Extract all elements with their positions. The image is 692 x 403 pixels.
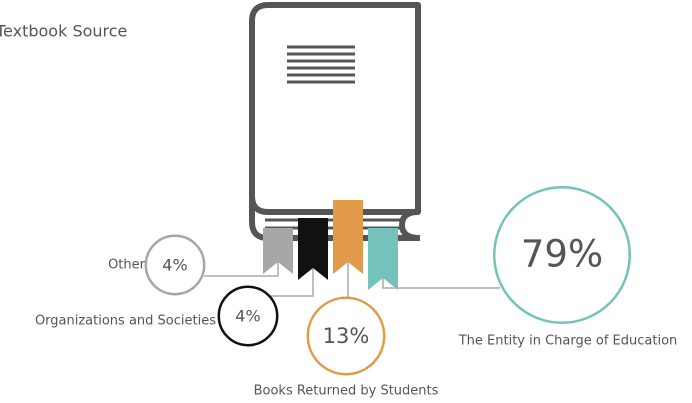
category-label: Organizations and Societies (35, 314, 216, 329)
chart-title: Textbook Source (0, 22, 127, 41)
bubble (306, 296, 386, 376)
category-label: Books Returned by Students (254, 384, 439, 399)
category-label: The Entity in Charge of Education (458, 334, 678, 349)
category-label: Other (108, 258, 146, 273)
bubble (144, 234, 206, 296)
bookmark (368, 228, 398, 290)
bookmark (263, 228, 293, 274)
value-label: 4% (162, 256, 187, 275)
connector (382, 278, 500, 289)
bookmark (298, 218, 328, 280)
bubble (492, 185, 632, 325)
value-label: 79% (521, 233, 603, 276)
connector (204, 262, 279, 277)
value-label: 13% (323, 324, 370, 348)
value-label: 4% (235, 307, 260, 326)
bubble (217, 285, 279, 347)
connector (270, 268, 314, 297)
bookmark (333, 200, 363, 274)
